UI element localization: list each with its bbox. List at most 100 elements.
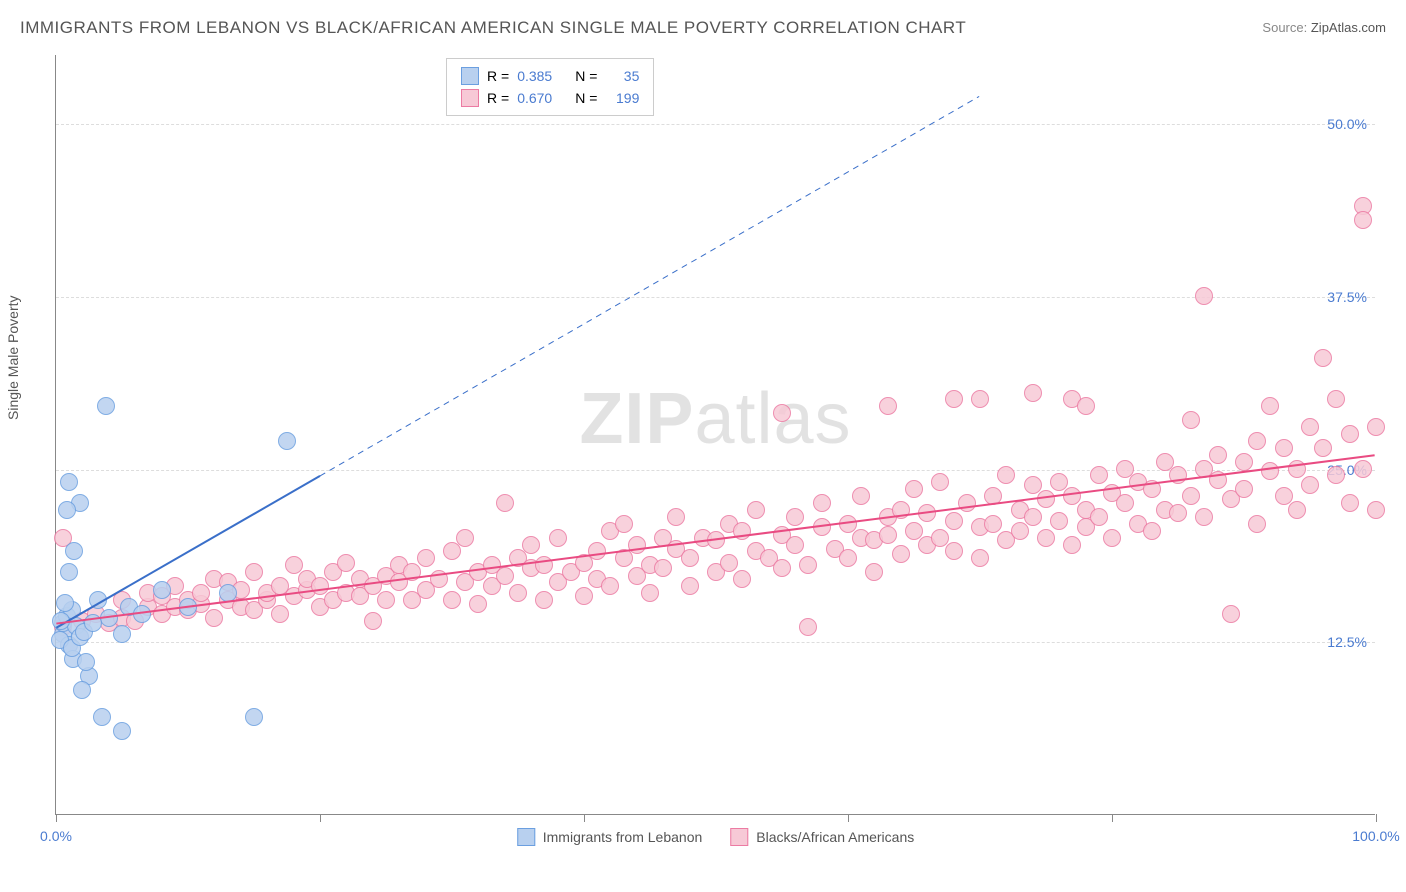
chart-container: IMMIGRANTS FROM LEBANON VS BLACK/AFRICAN… (0, 0, 1406, 892)
scatter-point (1367, 418, 1385, 436)
scatter-point (1024, 384, 1042, 402)
scatter-point (601, 577, 619, 595)
scatter-point (535, 591, 553, 609)
scatter-point (588, 542, 606, 560)
scatter-point (364, 612, 382, 630)
scatter-point (113, 625, 131, 643)
xtick-label: 0.0% (40, 828, 72, 844)
scatter-point (1222, 605, 1240, 623)
gridline-h (56, 124, 1375, 125)
n-value-0: 35 (605, 68, 639, 84)
scatter-point (931, 473, 949, 491)
legend-item-0: Immigrants from Lebanon (517, 828, 703, 846)
ytick-label: 50.0% (1327, 116, 1367, 132)
scatter-point (1354, 460, 1372, 478)
legend-row-0: R = 0.385 N = 35 (461, 65, 639, 87)
r-label: R = (487, 68, 509, 84)
scatter-point (997, 466, 1015, 484)
legend-item-1: Blacks/African Americans (730, 828, 914, 846)
legend-swatch-1 (461, 89, 479, 107)
scatter-point (271, 605, 289, 623)
scatter-point (456, 529, 474, 547)
xtick (848, 814, 849, 822)
scatter-point (1169, 466, 1187, 484)
scatter-point (813, 494, 831, 512)
scatter-point (89, 591, 107, 609)
scatter-point (1011, 522, 1029, 540)
scatter-point (813, 518, 831, 536)
scatter-point (133, 605, 151, 623)
scatter-point (984, 487, 1002, 505)
n-label: N = (575, 90, 597, 106)
scatter-point (984, 515, 1002, 533)
scatter-point (641, 584, 659, 602)
scatter-point (733, 570, 751, 588)
scatter-point (113, 722, 131, 740)
scatter-point (245, 563, 263, 581)
scatter-point (1195, 508, 1213, 526)
scatter-point (52, 612, 70, 630)
legend-bottom-label-0: Immigrants from Lebanon (543, 829, 703, 845)
scatter-point (720, 554, 738, 572)
scatter-point (58, 501, 76, 519)
scatter-point (522, 536, 540, 554)
n-value-1: 199 (605, 90, 639, 106)
legend-swatch-0 (461, 67, 479, 85)
scatter-point (1341, 494, 1359, 512)
scatter-point (430, 570, 448, 588)
scatter-point (1182, 411, 1200, 429)
series-legend: Immigrants from Lebanon Blacks/African A… (517, 828, 914, 846)
scatter-point (443, 591, 461, 609)
scatter-point (892, 545, 910, 563)
scatter-point (1327, 390, 1345, 408)
legend-bottom-swatch-1 (730, 828, 748, 846)
legend-row-1: R = 0.670 N = 199 (461, 87, 639, 109)
scatter-point (469, 595, 487, 613)
scatter-point (654, 559, 672, 577)
scatter-point (56, 594, 74, 612)
scatter-point (278, 432, 296, 450)
scatter-point (799, 556, 817, 574)
scatter-point (496, 567, 514, 585)
scatter-point (615, 549, 633, 567)
xtick (56, 814, 57, 822)
scatter-point (77, 653, 95, 671)
chart-title: IMMIGRANTS FROM LEBANON VS BLACK/AFRICAN… (20, 18, 966, 38)
scatter-point (100, 609, 118, 627)
scatter-point (905, 480, 923, 498)
scatter-point (1275, 439, 1293, 457)
scatter-point (1261, 397, 1279, 415)
scatter-point (1209, 471, 1227, 489)
xtick-label: 100.0% (1352, 828, 1399, 844)
scatter-point (1169, 504, 1187, 522)
watermark-light: atlas (694, 379, 851, 459)
scatter-point (733, 522, 751, 540)
scatter-point (1327, 466, 1345, 484)
scatter-point (1077, 397, 1095, 415)
scatter-point (60, 563, 78, 581)
scatter-point (1103, 529, 1121, 547)
scatter-point (192, 584, 210, 602)
scatter-point (1195, 287, 1213, 305)
scatter-point (747, 501, 765, 519)
scatter-point (628, 536, 646, 554)
gridline-h (56, 642, 1375, 643)
scatter-point (417, 549, 435, 567)
scatter-point (443, 542, 461, 560)
scatter-point (1341, 425, 1359, 443)
scatter-point (1143, 480, 1161, 498)
scatter-point (65, 542, 83, 560)
r-label: R = (487, 90, 509, 106)
scatter-point (84, 614, 102, 632)
scatter-point (1235, 453, 1253, 471)
r-value-0: 0.385 (517, 68, 567, 84)
legend-bottom-label-1: Blacks/African Americans (756, 829, 914, 845)
scatter-point (879, 397, 897, 415)
scatter-point (918, 504, 936, 522)
scatter-point (945, 390, 963, 408)
xtick (1112, 814, 1113, 822)
scatter-point (575, 587, 593, 605)
scatter-point (377, 591, 395, 609)
trend-lines-svg (56, 55, 1375, 814)
scatter-point (205, 609, 223, 627)
